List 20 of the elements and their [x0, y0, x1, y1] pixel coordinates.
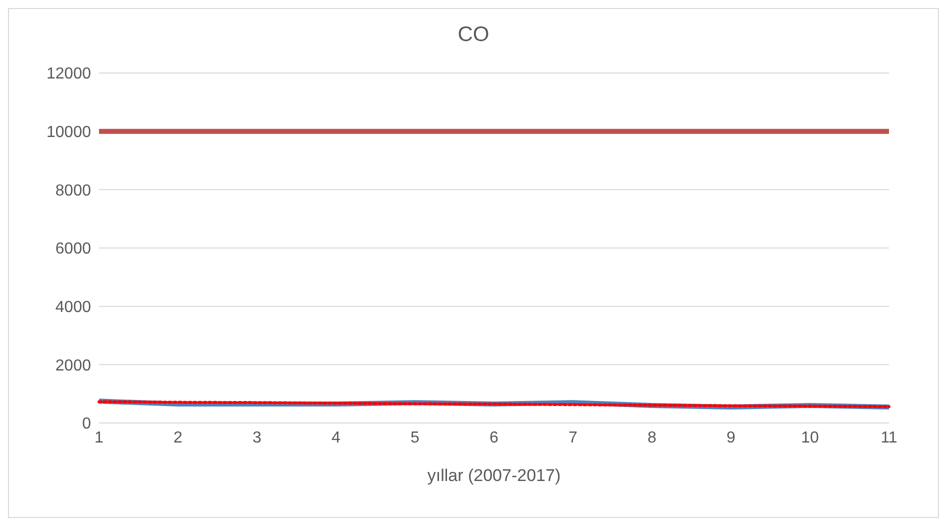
x-tick-label: 2: [174, 429, 183, 446]
x-tick-label: 3: [252, 429, 262, 446]
x-tick-label: 10: [801, 429, 819, 446]
x-tick-label: 7: [568, 429, 578, 446]
y-tick-label: 8000: [55, 182, 92, 200]
x-axis-title: yıllar (2007-2017): [427, 466, 561, 485]
y-tick-label: 4000: [55, 299, 92, 316]
x-tick-label: 4: [332, 429, 341, 446]
x-tick-label: 5: [410, 429, 420, 446]
y-tick-label: 12000: [46, 66, 92, 83]
y-tick-label: 6000: [55, 240, 92, 258]
y-tick-label: 2000: [55, 357, 92, 374]
x-tick-label: 9: [726, 429, 736, 446]
x-tick-label: 8: [648, 429, 657, 446]
x-tick-label: 6: [490, 429, 499, 446]
y-tick-label: 0: [82, 416, 92, 433]
y-tick-label: 10000: [46, 124, 92, 142]
x-tick-label: 1: [94, 429, 104, 446]
x-tick-label: 11: [880, 429, 898, 446]
chart-title: CO: [456, 22, 490, 48]
